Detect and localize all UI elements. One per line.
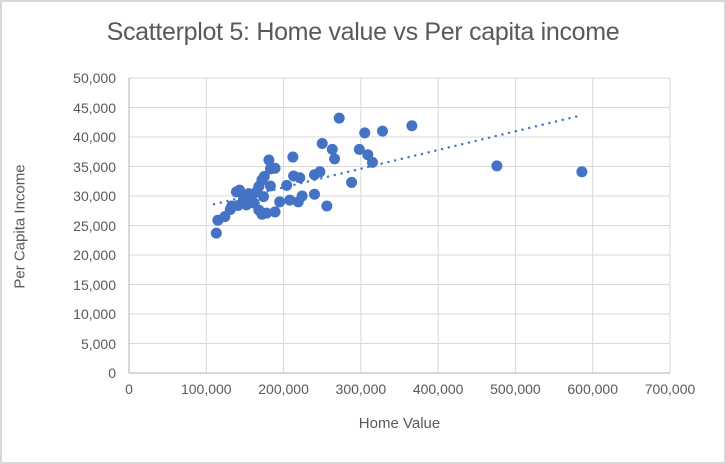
scatter-point xyxy=(333,112,345,124)
y-tick-label: 0 xyxy=(108,365,116,381)
x-tick-label: 200,000 xyxy=(258,381,309,397)
scatter-point xyxy=(294,172,306,184)
scatter-point xyxy=(576,166,588,178)
scatter-point xyxy=(353,143,365,155)
y-axis-title: Per Capita Income xyxy=(11,164,29,289)
scatter-point xyxy=(316,137,328,149)
scatter-point xyxy=(281,179,293,191)
scatter-point xyxy=(308,188,320,200)
y-tick-label: 45,000 xyxy=(73,99,116,116)
scatter-point xyxy=(269,162,281,174)
scatter-point xyxy=(314,166,326,178)
x-tick-label: 100,000 xyxy=(180,381,232,397)
scatter-point xyxy=(287,151,299,163)
scatter-point xyxy=(261,207,273,219)
scatter-point xyxy=(257,191,269,203)
y-tick-label: 15,000 xyxy=(73,276,116,293)
scatter-point xyxy=(210,227,222,239)
trendline xyxy=(212,114,581,206)
y-tick-label: 50,000 xyxy=(73,70,116,86)
scatter-point xyxy=(376,125,388,137)
y-tick-label: 40,000 xyxy=(73,129,116,145)
x-axis-title: Home Value xyxy=(358,415,441,432)
scatter-point xyxy=(329,153,341,165)
y-tick-label: 35,000 xyxy=(73,158,116,175)
scatter-point xyxy=(406,120,418,132)
scatter-point xyxy=(284,194,296,206)
scatter-point xyxy=(326,143,338,155)
y-tick-label: 20,000 xyxy=(73,247,116,263)
scatter-point xyxy=(263,154,275,166)
scatter-point xyxy=(258,171,270,183)
scatter-point xyxy=(321,200,333,212)
chart-title: Scatterplot 5: Home value vs Per capita … xyxy=(106,18,620,46)
scatter-point xyxy=(491,160,503,172)
x-tick-label: 400,000 xyxy=(412,381,464,397)
scatter-point xyxy=(234,184,246,196)
scatter-point xyxy=(274,196,286,208)
y-tick-label: 30,000 xyxy=(73,188,116,204)
scatter-point xyxy=(359,127,371,139)
x-tick-label: 300,000 xyxy=(335,381,387,397)
scatter-point xyxy=(346,176,358,188)
scatter-point xyxy=(296,190,308,202)
scatter-point xyxy=(366,156,378,168)
scatter-point xyxy=(269,206,281,218)
x-tick-label: 500,000 xyxy=(490,381,541,397)
y-tick-label: 10,000 xyxy=(73,306,116,322)
x-tick-label: 0 xyxy=(125,381,133,397)
y-tick-label: 5,000 xyxy=(80,335,116,352)
x-tick-label: 600,000 xyxy=(567,381,618,397)
y-tick-label: 25,000 xyxy=(73,217,116,234)
scatter-point xyxy=(264,180,276,192)
x-tick-label: 700,000 xyxy=(644,381,696,397)
